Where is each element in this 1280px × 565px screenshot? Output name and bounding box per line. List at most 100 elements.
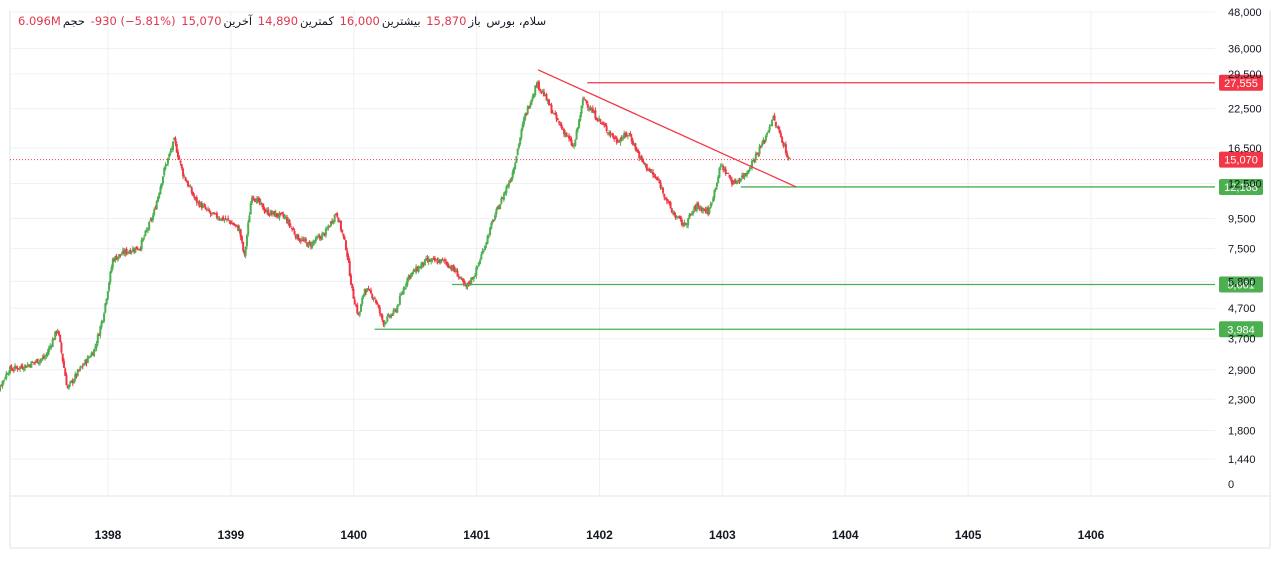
candle-body — [614, 137, 617, 139]
candle-body — [401, 292, 404, 295]
candle-body — [314, 237, 317, 242]
candle-body — [249, 203, 252, 215]
candle-body — [57, 331, 60, 335]
candle-body — [250, 197, 253, 204]
candle-body — [312, 241, 315, 243]
candle-body — [715, 182, 718, 187]
candle-body — [733, 179, 736, 183]
candle-body — [123, 250, 126, 254]
candle-body — [387, 314, 390, 316]
candle-body — [308, 241, 311, 244]
candle-body — [278, 212, 281, 218]
candle-body — [245, 235, 248, 247]
candle-body — [393, 309, 396, 311]
candle-body — [24, 364, 27, 369]
candle-body — [544, 94, 547, 96]
candle-body — [42, 356, 45, 359]
candle-body — [524, 113, 527, 120]
candle-body — [689, 213, 692, 215]
candle-body — [446, 262, 449, 266]
candle-body — [781, 136, 784, 143]
price-tick-label: 36,000 — [1228, 44, 1262, 56]
candle-body — [682, 223, 685, 226]
candle-body — [662, 188, 665, 193]
candle-body — [620, 137, 623, 139]
candle-body — [569, 138, 572, 140]
candle-body — [182, 168, 185, 177]
candle-body — [19, 366, 22, 369]
candle-body — [326, 228, 329, 230]
candle-body — [703, 208, 706, 210]
candle-body — [213, 213, 216, 215]
candle-body — [205, 208, 208, 210]
candle-body — [46, 352, 49, 356]
candle-body — [782, 142, 785, 147]
candle-body — [111, 258, 114, 268]
candle-body — [554, 112, 557, 115]
time-axis[interactable]: 1398 1399 1400 1401 1402 1403 1404 1405 1406 — [95, 528, 1105, 542]
candle-body — [258, 198, 261, 204]
candle-body — [254, 200, 257, 203]
candle-body — [564, 133, 567, 135]
candle-body — [497, 207, 500, 210]
candle-body — [51, 339, 54, 347]
candle-body — [69, 381, 72, 384]
time-tick-label: 1406 — [1078, 528, 1105, 542]
candle-body — [9, 366, 12, 374]
candle-body — [362, 294, 365, 297]
candle-body — [31, 362, 34, 364]
candle-body — [297, 234, 300, 241]
price-tick-label: 48,000 — [1228, 7, 1262, 19]
candle-body — [239, 229, 242, 238]
candle-body — [303, 239, 306, 241]
candle-body — [573, 144, 576, 147]
candle-body — [410, 273, 413, 278]
candle-body — [230, 222, 233, 224]
candle-body — [514, 163, 517, 170]
candle-body — [771, 119, 774, 126]
candle-body — [647, 168, 650, 171]
candle-body — [39, 359, 42, 363]
candle-body — [693, 206, 696, 211]
candle-body — [609, 132, 612, 136]
candle-body — [426, 258, 429, 262]
price-axis[interactable]: 48,000 36,000 29,500 22,500 16,500 12,500 9,50… — [1228, 7, 1262, 491]
candle-body — [719, 166, 722, 168]
candle-body — [495, 209, 498, 215]
candle-body — [203, 205, 206, 207]
candle-body — [388, 315, 391, 317]
candle-body — [255, 198, 258, 204]
candle-body — [757, 153, 760, 155]
candle-body — [193, 195, 196, 198]
candle-body — [264, 210, 267, 213]
legend-header: سلام، بورس باز15,870 بیشترین16,000 کمتری… — [18, 14, 548, 28]
candle-body — [113, 258, 116, 262]
candle-body — [139, 248, 142, 250]
candle-body — [106, 291, 109, 300]
candle-body — [223, 219, 226, 221]
candle-body — [551, 112, 554, 114]
candle-body — [725, 172, 728, 174]
candle-body — [516, 148, 519, 155]
candle-body — [288, 220, 291, 226]
candle-body — [764, 135, 767, 141]
candle-body — [266, 210, 269, 212]
candle-body — [717, 176, 720, 184]
candle-body — [238, 228, 241, 231]
candle-body — [209, 212, 212, 215]
price-tick-label: 29,500 — [1228, 69, 1262, 81]
candle-body — [381, 314, 384, 320]
candle-body — [277, 215, 280, 217]
candle-body — [34, 361, 37, 363]
candle-body — [64, 368, 67, 376]
candle-body — [138, 248, 141, 250]
candle-body — [749, 167, 752, 169]
candle-body — [727, 172, 730, 174]
candle-body — [215, 212, 218, 218]
candle-body — [643, 162, 646, 164]
candle-body — [456, 270, 459, 277]
candle-body — [342, 233, 345, 237]
candle-body — [448, 266, 451, 268]
candle-body — [400, 294, 403, 296]
